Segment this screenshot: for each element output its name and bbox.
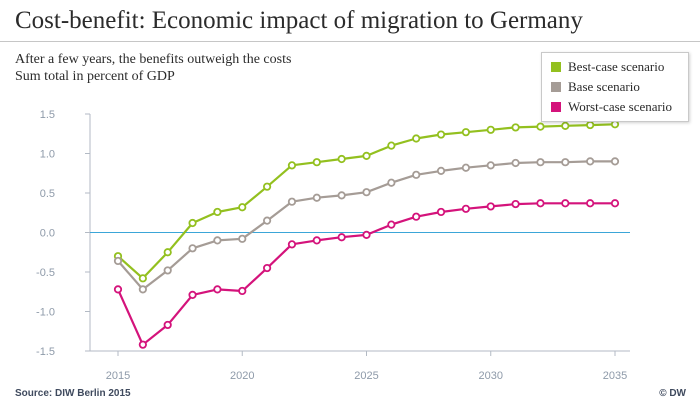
title-divider [0, 41, 700, 42]
data-point-base [436, 166, 446, 175]
data-point-worst-case [113, 285, 123, 294]
data-point-worst-case [312, 236, 321, 245]
chart-unit-note: Sum total in percent of GDP [15, 69, 175, 84]
source-note: Source: DIW Berlin 2015 [15, 388, 131, 399]
data-point-best-case [163, 248, 172, 257]
data-point-worst-case [436, 207, 446, 217]
data-point-base [412, 170, 421, 179]
data-point-base [586, 157, 595, 166]
legend-item-best-case: Best-case scenario [551, 59, 664, 75]
chart-legend: Best-case scenario Base scenario Worst-c… [541, 52, 689, 122]
data-point-base [213, 236, 222, 245]
x-tick-label: 2025 [354, 370, 378, 382]
data-point-base [511, 158, 520, 168]
data-point-worst-case [337, 233, 346, 242]
legend-label-worst-case: Worst-case scenario [568, 99, 672, 114]
data-point-worst-case [536, 199, 545, 208]
data-point-base [561, 158, 570, 167]
y-tick-label: 1.5 [40, 109, 55, 121]
data-point-worst-case [610, 199, 620, 208]
data-point-worst-case [238, 286, 247, 296]
data-point-worst-case [586, 199, 595, 208]
data-point-best-case [486, 125, 495, 134]
data-point-base [337, 191, 346, 200]
chart-subtitle: After a few years, the benefits outweigh… [15, 52, 292, 67]
data-point-best-case [312, 158, 321, 167]
legend-label-base: Base scenario [568, 79, 640, 94]
chart-title: Cost-benefit: Economic impact of migrati… [15, 7, 583, 34]
data-point-worst-case [262, 263, 272, 273]
credit-note: © DW [659, 388, 686, 399]
data-point-worst-case [188, 290, 197, 300]
data-point-best-case [610, 120, 620, 129]
data-point-worst-case [138, 340, 147, 349]
data-point-worst-case [486, 202, 495, 211]
data-point-best-case [138, 274, 147, 283]
data-point-best-case [362, 151, 371, 160]
data-point-best-case [412, 134, 421, 143]
data-point-base [312, 193, 321, 202]
x-tick-label: 2030 [479, 370, 503, 382]
data-point-base [486, 161, 495, 170]
x-tick-label: 2035 [603, 370, 627, 382]
data-point-worst-case [561, 199, 570, 208]
data-point-base [536, 158, 545, 167]
data-point-best-case [337, 154, 346, 164]
legend-label-best-case: Best-case scenario [568, 59, 665, 74]
data-point-base [138, 285, 147, 294]
data-point-base [113, 256, 123, 266]
data-point-best-case [461, 128, 470, 137]
legend-swatch-worst-case [551, 102, 561, 112]
legend-swatch-base [551, 82, 561, 92]
data-point-worst-case [461, 204, 470, 213]
data-point-base [163, 266, 172, 275]
x-tick-label: 2020 [230, 370, 254, 382]
data-point-worst-case [287, 240, 297, 249]
data-point-base [362, 188, 371, 197]
data-point-best-case [188, 218, 197, 228]
data-point-worst-case [412, 212, 421, 221]
y-tick-label: 0.0 [40, 228, 55, 240]
y-tick-label: 1.0 [40, 149, 55, 161]
data-point-worst-case [213, 285, 222, 294]
data-point-worst-case [511, 199, 520, 209]
y-tick-label: -1.0 [36, 307, 55, 319]
data-point-base [262, 216, 272, 225]
data-point-best-case [387, 141, 396, 150]
data-point-best-case [213, 207, 222, 217]
data-point-best-case [238, 203, 247, 212]
legend-item-worst-case: Worst-case scenario [551, 99, 672, 115]
data-point-worst-case [163, 320, 172, 330]
legend-item-base: Base scenario [551, 79, 640, 95]
data-point-base [188, 244, 197, 253]
data-point-base [387, 178, 396, 187]
data-point-base [461, 163, 470, 172]
data-point-best-case [262, 182, 272, 191]
data-point-best-case [586, 120, 595, 130]
y-tick-label: -1.5 [36, 346, 55, 358]
data-point-base [238, 234, 247, 243]
data-point-base [610, 157, 620, 166]
y-tick-label: -0.5 [36, 267, 55, 279]
data-point-best-case [561, 121, 570, 130]
data-point-best-case [511, 123, 520, 132]
data-point-best-case [536, 122, 545, 131]
data-point-best-case [287, 161, 297, 170]
data-point-worst-case [387, 220, 396, 229]
data-point-worst-case [362, 230, 371, 239]
y-tick-label: 0.5 [40, 188, 55, 200]
legend-swatch-best-case [551, 62, 561, 72]
data-point-base [287, 197, 297, 206]
x-tick-label: 2015 [106, 370, 130, 382]
data-point-best-case [436, 130, 446, 139]
